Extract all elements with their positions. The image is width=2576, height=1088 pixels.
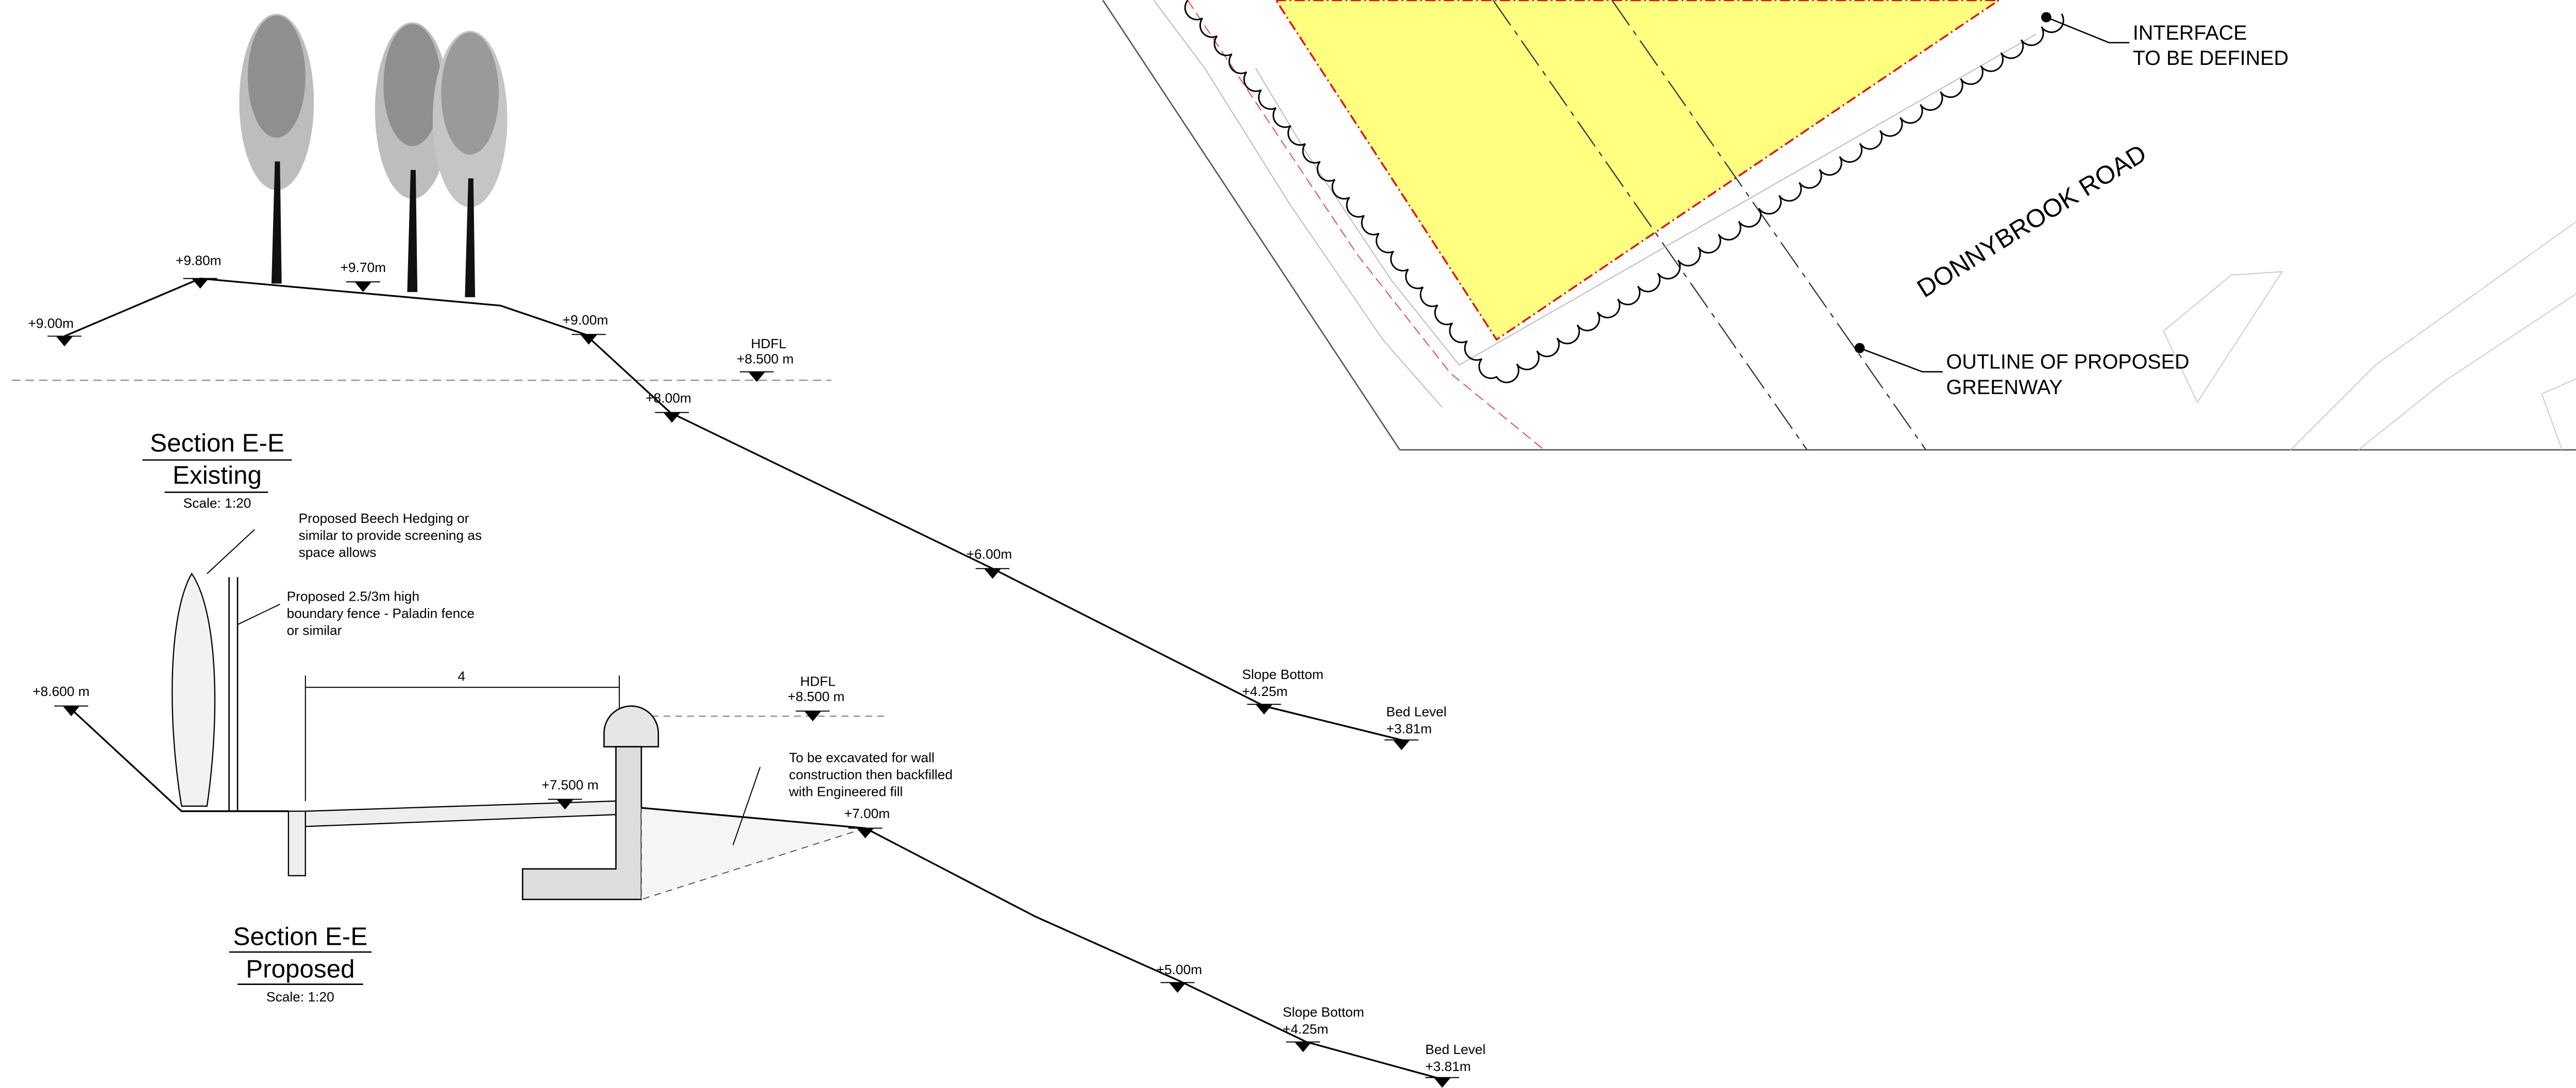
note-text: space allows	[299, 545, 377, 560]
excavation-zone	[640, 807, 866, 900]
path-build-up	[304, 800, 617, 827]
level-label: +6.00m	[967, 546, 1012, 562]
greenway-line	[1493, 0, 1808, 450]
callout-text: GREENWAY	[1946, 376, 2062, 399]
level-marker	[556, 799, 574, 810]
dimension-label: 4	[457, 668, 465, 684]
section-subtitle: Existing	[173, 461, 262, 489]
fence-footing	[287, 810, 306, 877]
scale-label: Scale: 1:20	[266, 989, 334, 1005]
note-leader	[732, 767, 761, 845]
note-leader	[207, 529, 255, 574]
level-marker	[192, 278, 209, 289]
level-marker	[1433, 1077, 1451, 1088]
tree-canopy	[441, 32, 499, 155]
hdfl-label: HDFL	[751, 336, 787, 351]
note-leader	[237, 604, 280, 625]
ground-profile	[67, 705, 289, 812]
level-marker	[748, 371, 766, 382]
tree-canopy	[383, 24, 442, 146]
greenway-line	[1611, 0, 1926, 450]
level-label: +8.00m	[646, 390, 691, 405]
tree-canopy	[247, 15, 306, 138]
road-name: DONNYBROOK ROAD	[1912, 139, 2151, 303]
level-label: +4.25m	[1242, 684, 1288, 699]
level-label: +9.00m	[563, 312, 608, 328]
level-label: +5.00m	[1157, 962, 1202, 977]
tree-trunk	[407, 169, 418, 292]
scale-label: Scale: 1:20	[183, 496, 251, 511]
note-text: Proposed Beech Hedging or	[299, 511, 469, 526]
level-marker	[804, 711, 821, 722]
trees	[239, 13, 507, 297]
level-label: +9.70m	[340, 260, 386, 275]
level-marker	[62, 706, 80, 717]
level-label: +3.81m	[1425, 1059, 1471, 1074]
level-marker	[984, 568, 1002, 579]
plan-frame	[1102, 0, 1401, 450]
section-subtitle: Proposed	[246, 955, 354, 983]
level-marker	[1169, 982, 1187, 993]
hedge	[172, 572, 216, 807]
level-label: Bed Level	[1386, 704, 1447, 720]
kerb-line	[2358, 293, 2576, 450]
level-marker	[1294, 1042, 1312, 1052]
retaining-wall	[522, 746, 642, 900]
level-label: +8.500 m	[788, 689, 845, 704]
note-text: boundary fence - Paladin fence	[287, 606, 474, 621]
level-label: +9.00m	[28, 315, 74, 331]
proposed-section	[67, 529, 1443, 1080]
level-marker	[857, 828, 874, 839]
tree-trunk	[271, 161, 282, 284]
level-label: Slope Bottom	[1283, 1005, 1364, 1020]
callout-leader	[1859, 347, 1943, 373]
kerb-line	[2541, 378, 2576, 450]
callout-text: INTERFACE	[2133, 22, 2247, 44]
level-marker	[56, 336, 73, 347]
island	[2163, 271, 2283, 404]
level-marker	[663, 412, 681, 423]
section-title: Section E-E	[150, 429, 284, 457]
tree-trunk	[465, 178, 476, 297]
hdfl-label: HDFL	[800, 673, 836, 689]
revision-cloud	[1184, 0, 2064, 383]
site-area	[1275, 0, 2001, 341]
ground-profile	[64, 277, 1409, 743]
note-text: To be excavated for wall	[789, 750, 934, 766]
level-label: +4.25m	[1283, 1022, 1329, 1037]
level-label: Slope Bottom	[1242, 667, 1324, 682]
section-title: Section E-E	[233, 923, 368, 951]
level-label: +8.600 m	[32, 684, 90, 699]
level-marker	[1256, 704, 1273, 715]
existing-section	[12, 13, 1409, 743]
level-marker	[354, 282, 372, 292]
level-marker	[580, 334, 598, 345]
note-text: similar to provide screening as	[299, 528, 482, 543]
boundary-line	[1187, 0, 1545, 450]
ground-profile	[641, 807, 1443, 1080]
note-text: with Engineered fill	[788, 784, 903, 799]
level-label: +7.00m	[844, 806, 890, 821]
wall-coping	[603, 705, 659, 747]
note-text: or similar	[287, 623, 342, 638]
kerb-line	[2290, 221, 2576, 450]
level-label: Bed Level	[1425, 1042, 1485, 1057]
note-text: Proposed 2.5/3m high	[287, 589, 420, 604]
callout-text: TO BE DEFINED	[2133, 47, 2289, 70]
level-label: +7.500 m	[541, 777, 599, 792]
plan-view: DONNYBROOK ROAD	[1102, 0, 2576, 451]
kerb-line	[1153, 0, 1443, 408]
note-text: construction then backfilled	[789, 767, 953, 782]
level-label: +3.81m	[1386, 721, 1432, 737]
level-label: +9.80m	[176, 253, 222, 268]
kerb-line	[1255, 33, 2037, 366]
level-marker	[1393, 740, 1410, 751]
callout-text: OUTLINE OF PROPOSED	[1946, 351, 2189, 373]
level-label: +8.500 m	[737, 351, 794, 367]
callout-leader	[2046, 16, 2130, 44]
